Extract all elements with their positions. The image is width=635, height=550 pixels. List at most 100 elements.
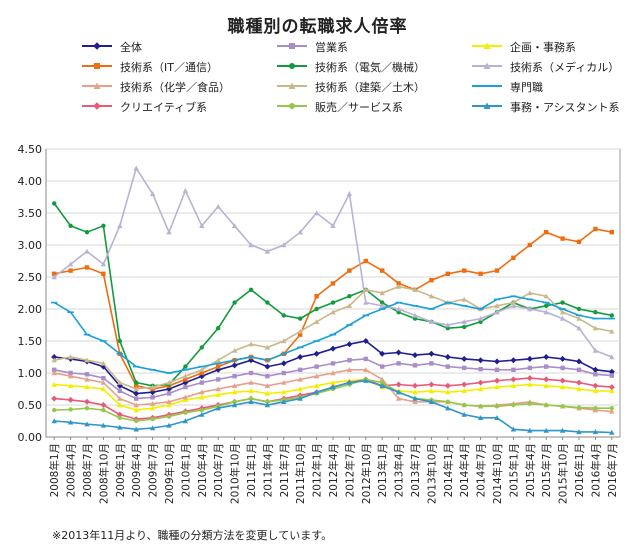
- data-point: [215, 362, 222, 365]
- data-point: [494, 377, 500, 384]
- data-point: [216, 326, 221, 331]
- data-point: [150, 416, 155, 422]
- data-point: [215, 386, 221, 392]
- series-5: [51, 165, 615, 360]
- data-point: [84, 265, 90, 270]
- data-point: [297, 376, 303, 382]
- data-point: [543, 376, 550, 383]
- data-point: [576, 325, 582, 331]
- data-point: [84, 372, 90, 377]
- data-point: [51, 274, 57, 280]
- data-point: [199, 223, 205, 228]
- data-point: [100, 386, 107, 392]
- y-tick-label: 1.00: [18, 367, 43, 380]
- data-point: [117, 402, 123, 408]
- data-point: [477, 357, 484, 364]
- data-point: [182, 397, 189, 403]
- data-point: [199, 345, 204, 350]
- data-point: [265, 374, 270, 379]
- data-point: [543, 354, 550, 360]
- data-point: [346, 341, 353, 348]
- data-point: [51, 381, 57, 387]
- data-point: [477, 379, 484, 386]
- data-point: [199, 389, 205, 395]
- data-point: [133, 390, 140, 397]
- data-point: [298, 316, 303, 321]
- series-11: [51, 377, 615, 435]
- data-point: [544, 402, 549, 408]
- data-point: [527, 427, 533, 433]
- data-point: [510, 357, 517, 364]
- data-point: [231, 362, 238, 369]
- data-point: [559, 315, 566, 321]
- data-point: [559, 355, 566, 362]
- data-point: [51, 370, 57, 376]
- x-tick-label: 2010年10月: [229, 443, 242, 504]
- data-point: [133, 407, 139, 413]
- data-point: [216, 377, 221, 382]
- data-point: [68, 223, 73, 228]
- data-point: [165, 372, 173, 374]
- data-point: [232, 399, 237, 404]
- data-point: [609, 406, 614, 411]
- data-point: [51, 357, 57, 363]
- data-point: [412, 399, 418, 404]
- data-point: [67, 383, 74, 388]
- data-point: [100, 379, 107, 385]
- data-point: [264, 402, 271, 408]
- data-point: [429, 361, 434, 366]
- legend-symbol: [289, 103, 295, 109]
- data-point: [134, 380, 139, 385]
- data-point: [494, 309, 500, 315]
- data-point: [362, 314, 369, 317]
- data-point: [231, 402, 238, 408]
- data-point: [593, 226, 598, 232]
- data-point: [265, 300, 270, 305]
- data-point: [199, 370, 204, 376]
- data-point: [215, 392, 221, 397]
- data-point: [330, 345, 336, 352]
- data-point: [608, 317, 615, 320]
- x-tick-label: 2009年4月: [130, 443, 143, 497]
- y-tick-label: 2.50: [18, 271, 43, 284]
- data-point: [52, 271, 57, 276]
- data-point: [412, 395, 418, 401]
- x-tick-label: 2013年7月: [409, 443, 422, 497]
- data-point: [511, 367, 516, 372]
- x-tick-label: 2008年10月: [97, 443, 110, 504]
- data-point: [116, 353, 123, 355]
- data-point: [379, 383, 385, 388]
- data-point: [462, 365, 467, 371]
- data-point: [527, 401, 532, 406]
- legend-label: クリエイティブ系: [120, 101, 208, 114]
- y-tick-label: 4.50: [18, 143, 43, 156]
- data-point: [363, 258, 368, 264]
- series-0: [51, 338, 615, 397]
- data-point: [576, 405, 582, 410]
- data-point: [363, 356, 368, 362]
- data-point: [461, 319, 467, 324]
- data-point: [231, 383, 238, 388]
- data-point: [477, 308, 484, 310]
- data-point: [149, 384, 156, 390]
- data-point: [494, 404, 500, 409]
- data-point: [559, 427, 566, 433]
- data-point: [346, 324, 353, 326]
- data-point: [527, 365, 532, 371]
- data-point: [330, 309, 336, 315]
- data-point: [117, 424, 123, 430]
- data-point: [297, 395, 303, 401]
- data-point: [444, 301, 451, 304]
- legend-label: 技術系（メディカル）: [510, 61, 620, 74]
- data-point: [117, 415, 123, 420]
- data-point: [68, 268, 73, 273]
- series-7: [51, 283, 615, 392]
- data-point: [445, 389, 451, 395]
- x-tick-label: 2014年10月: [491, 443, 504, 504]
- data-point: [510, 376, 517, 383]
- legend-label: 技術系（IT／通信）: [120, 61, 218, 74]
- data-point: [493, 298, 501, 301]
- data-point: [445, 364, 450, 369]
- data-point: [380, 300, 385, 305]
- data-point: [395, 301, 402, 304]
